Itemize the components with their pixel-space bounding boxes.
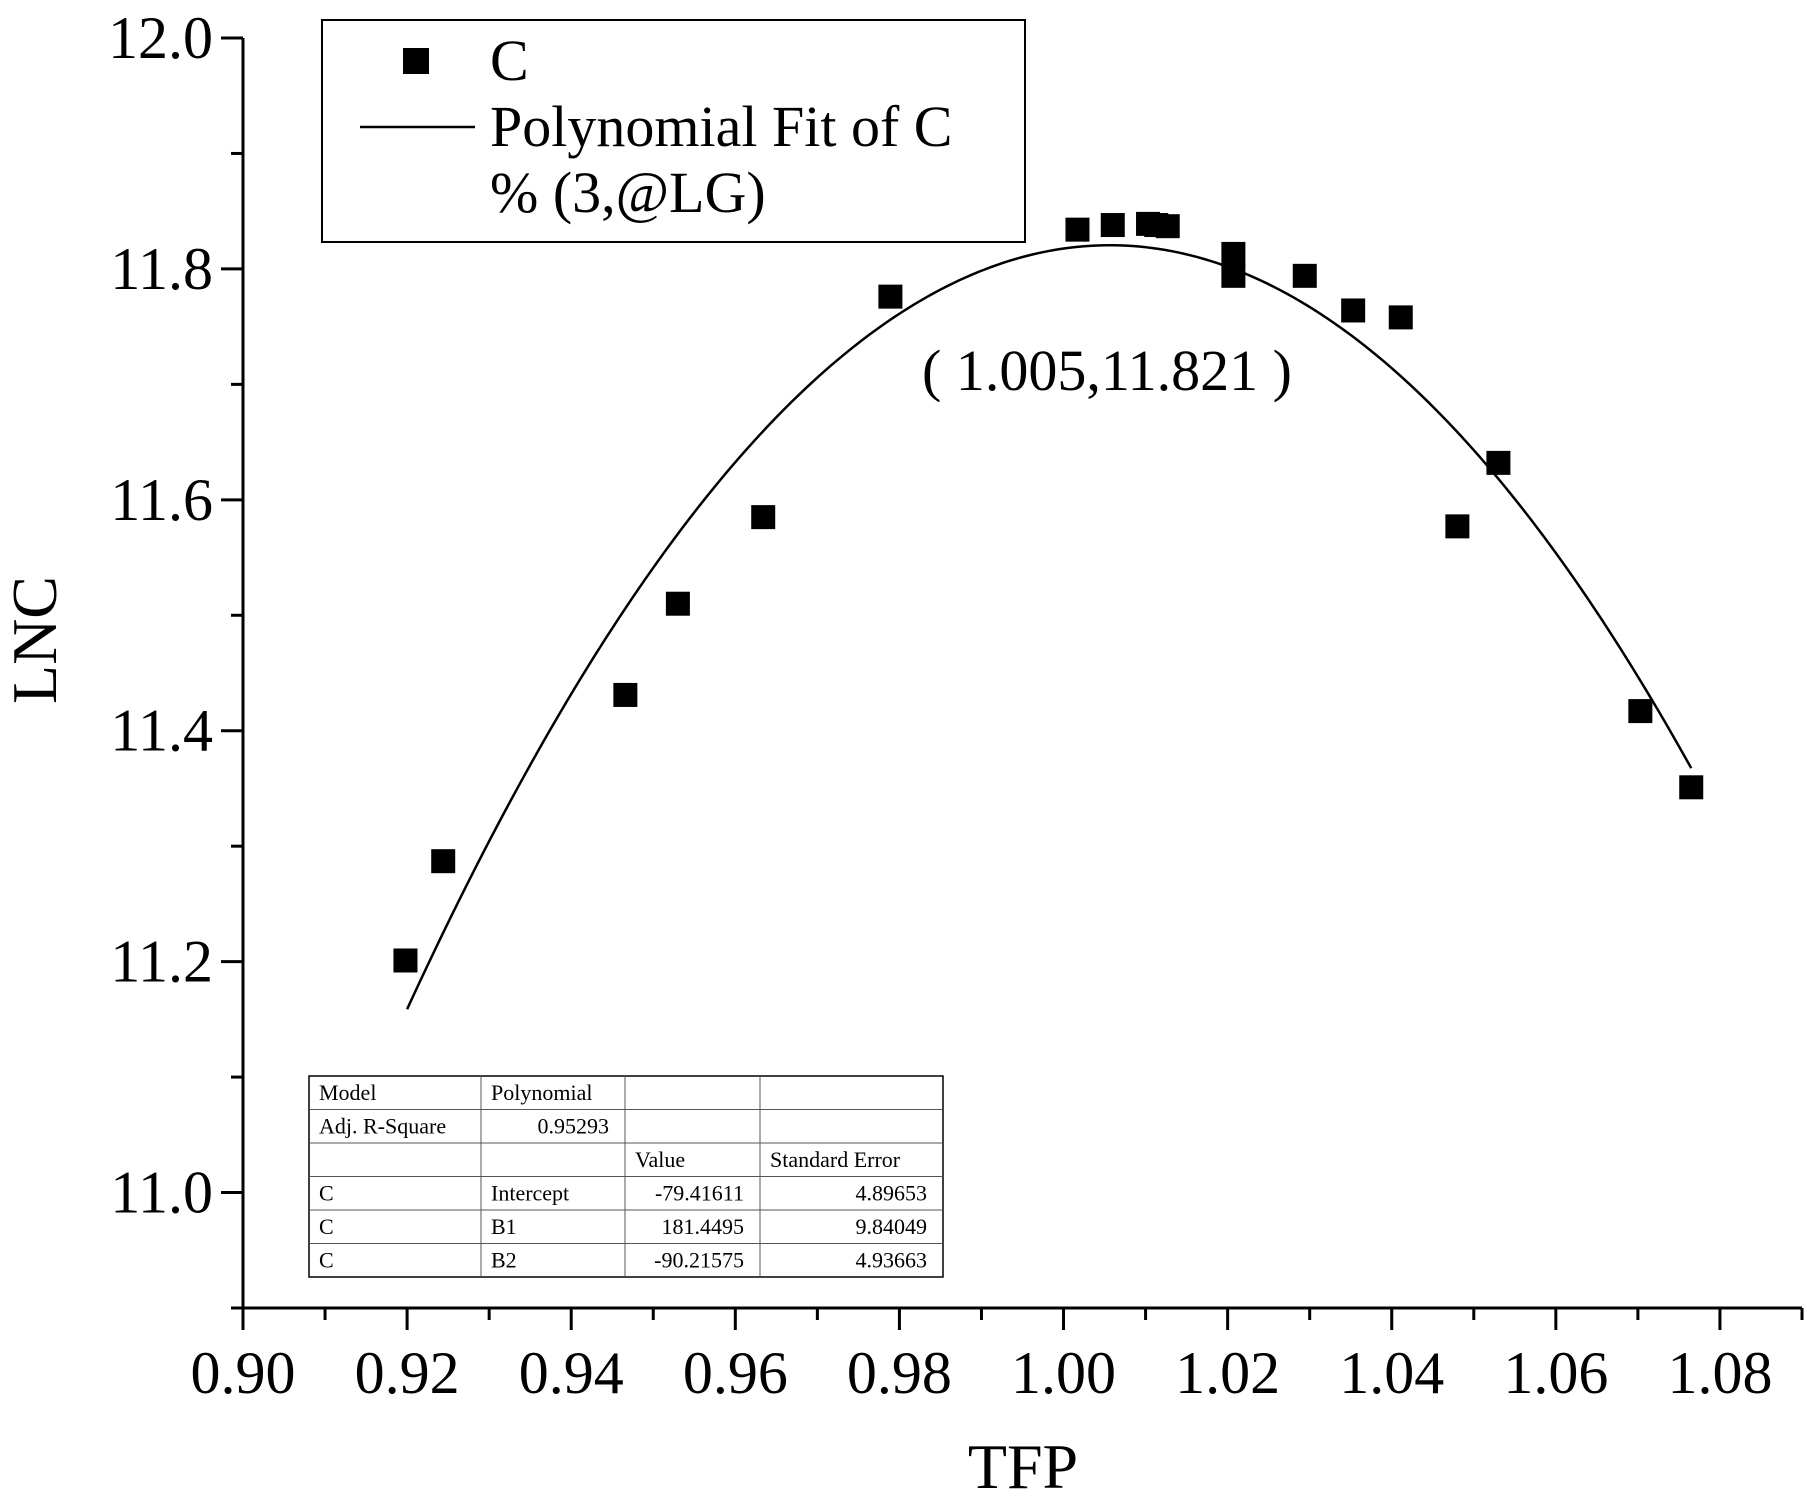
table-cell: B2 xyxy=(491,1248,517,1273)
data-point xyxy=(1679,775,1704,800)
data-point xyxy=(393,948,418,973)
table-cell: -79.41611 xyxy=(655,1181,744,1206)
data-point xyxy=(1155,214,1180,239)
x-tick-label: 0.96 xyxy=(683,1340,788,1406)
table-cell: 9.84049 xyxy=(856,1214,928,1239)
x-ticks: 0.90 0.92 0.94 0.96 0.98 1.00 1.02 1.04 1.06 1.08 xyxy=(191,1308,1804,1406)
legend-label-fit-params: % (3,@LG) xyxy=(490,160,766,225)
x-tick-label: 1.08 xyxy=(1667,1340,1772,1406)
y-tick-label: 12.0 xyxy=(108,5,213,71)
x-tick-label: 0.98 xyxy=(847,1340,952,1406)
x-tick-label: 1.06 xyxy=(1503,1340,1608,1406)
data-point xyxy=(1628,699,1653,724)
data-point xyxy=(1292,263,1317,288)
x-tick-label: 1.00 xyxy=(1011,1340,1116,1406)
data-point xyxy=(1445,514,1470,539)
data-point xyxy=(1388,305,1413,330)
fit-curve xyxy=(405,243,1693,1010)
table-cell: Value xyxy=(635,1147,685,1172)
legend: C Polynomial Fit of C % (3,@LG) xyxy=(321,19,1026,243)
table-cell: C xyxy=(319,1214,334,1239)
data-point xyxy=(665,591,690,616)
y-tick-label: 11.6 xyxy=(110,467,213,533)
table-cell: Standard Error xyxy=(770,1147,901,1172)
x-tick-label: 0.94 xyxy=(519,1340,624,1406)
table-cell: C xyxy=(319,1248,334,1273)
data-point xyxy=(1065,217,1090,242)
data-point xyxy=(1221,263,1246,288)
y-axis-title: LNC xyxy=(0,576,70,704)
legend-label-c: C xyxy=(490,28,529,93)
y-tick-label: 11.2 xyxy=(110,929,213,995)
y-ticks: 11.0 11.2 11.4 11.6 11.8 12.0 xyxy=(108,5,243,1310)
fit-results-table: Model Polynomial Adj. R-Square 0.95293 Value… xyxy=(308,1075,944,1278)
data-point xyxy=(1341,298,1366,323)
data-point xyxy=(1100,213,1125,238)
table-cell: C xyxy=(319,1181,334,1206)
table-cell: 4.93663 xyxy=(856,1248,928,1273)
table-cell: Adj. R-Square xyxy=(319,1114,446,1139)
table-cell: -90.21575 xyxy=(654,1248,744,1273)
table-cell: 4.89653 xyxy=(856,1181,928,1206)
data-point xyxy=(1486,450,1511,475)
table-cell: 181.4495 xyxy=(662,1214,745,1239)
x-tick-label: 1.04 xyxy=(1339,1340,1444,1406)
legend-box xyxy=(321,19,1026,243)
data-points xyxy=(393,211,1704,973)
data-point xyxy=(431,849,456,874)
x-axis-title: TFP xyxy=(968,1431,1078,1502)
table-cell: B1 xyxy=(491,1214,517,1239)
table-cell: Polynomial xyxy=(491,1080,592,1105)
y-tick-label: 11.4 xyxy=(110,698,213,764)
table-cell: Model xyxy=(319,1080,376,1105)
x-tick-label: 0.90 xyxy=(191,1340,296,1406)
x-tick-label: 1.02 xyxy=(1175,1340,1280,1406)
legend-marker-square xyxy=(403,48,429,74)
peak-annotation: ( 1.005,11.821 ) xyxy=(922,338,1292,403)
x-tick-label: 0.92 xyxy=(355,1340,460,1406)
data-point xyxy=(613,682,638,707)
data-point xyxy=(878,284,903,309)
data-point xyxy=(751,505,776,530)
legend-label-fit: Polynomial Fit of C xyxy=(490,94,952,159)
table-cell: 0.95293 xyxy=(538,1114,610,1139)
table-cell: Intercept xyxy=(491,1181,569,1206)
data-point xyxy=(1221,241,1246,266)
y-tick-label: 11.8 xyxy=(110,236,213,302)
y-tick-label: 11.0 xyxy=(110,1160,213,1226)
